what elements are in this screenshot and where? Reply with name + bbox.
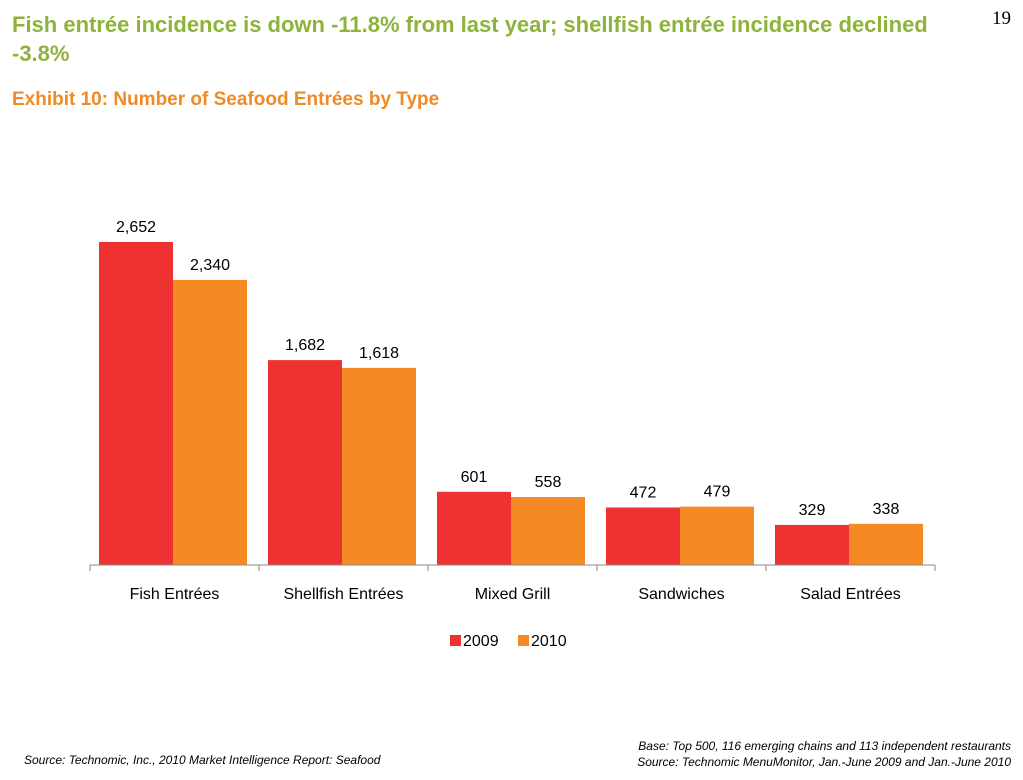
exhibit-title: Exhibit 10: Number of Seafood Entrées by… bbox=[12, 89, 440, 110]
category-label-2: Mixed Grill bbox=[475, 586, 551, 603]
bar-2009-2 bbox=[437, 491, 511, 565]
value-label-2009-2: 601 bbox=[461, 469, 488, 486]
legend-label-2009: 2009 bbox=[463, 633, 499, 650]
category-labels-group: Fish Entrées Shellfish Entrées Mixed Grill… bbox=[130, 586, 901, 603]
legend: 2009 2010 bbox=[450, 633, 567, 650]
category-label-1: Shellfish Entrées bbox=[283, 586, 403, 603]
value-label-2009-3: 472 bbox=[630, 485, 657, 502]
bar-2010-4 bbox=[849, 523, 923, 565]
legend-swatch-2009 bbox=[450, 635, 461, 646]
value-label-2010-3: 479 bbox=[704, 484, 731, 501]
source-note-left: Source: Technomic, Inc., 2010 Market Int… bbox=[24, 753, 381, 767]
source-note-right: Source: Technomic MenuMonitor, Jan.-June… bbox=[637, 755, 1011, 769]
bar-2010-2 bbox=[511, 497, 585, 565]
value-label-2010-4: 338 bbox=[873, 501, 900, 518]
value-label-2009-4: 329 bbox=[799, 502, 826, 519]
legend-label-2010: 2010 bbox=[531, 633, 567, 650]
source-notes-right: Base: Top 500, 116 emerging chains and 1… bbox=[637, 738, 1011, 770]
value-labels-group: 2,652 2,340 1,682 1,618 601 558 472 479 329 338 bbox=[116, 219, 899, 519]
headline: Fish entrée incidence is down -11.8% fro… bbox=[12, 12, 928, 66]
value-label-2009-1: 1,682 bbox=[285, 337, 325, 354]
bar-chart: 2,652 2,340 1,682 1,618 601 558 472 479 329 338 F… bbox=[89, 219, 936, 650]
value-label-2010-1: 1,618 bbox=[359, 345, 399, 362]
bars-group bbox=[99, 241, 923, 566]
bar-2009-1 bbox=[268, 360, 342, 565]
value-label-2010-0: 2,340 bbox=[190, 257, 230, 274]
legend-swatch-2010 bbox=[518, 635, 529, 646]
bar-2010-1 bbox=[342, 367, 416, 565]
value-label-2009-0: 2,652 bbox=[116, 219, 156, 236]
page-number: 19 bbox=[992, 8, 1011, 29]
category-label-4: Salad Entrées bbox=[800, 586, 901, 603]
bar-2010-0 bbox=[173, 279, 247, 565]
category-label-0: Fish Entrées bbox=[130, 586, 220, 603]
value-label-2010-2: 558 bbox=[535, 474, 562, 491]
x-ticks-group bbox=[89, 565, 936, 571]
category-label-3: Sandwiches bbox=[638, 586, 724, 603]
bar-2009-3 bbox=[606, 507, 680, 565]
base-note: Base: Top 500, 116 emerging chains and 1… bbox=[638, 739, 1011, 753]
bar-2010-3 bbox=[680, 506, 754, 565]
bar-2009-4 bbox=[775, 524, 849, 565]
bar-2009-0 bbox=[99, 241, 173, 566]
